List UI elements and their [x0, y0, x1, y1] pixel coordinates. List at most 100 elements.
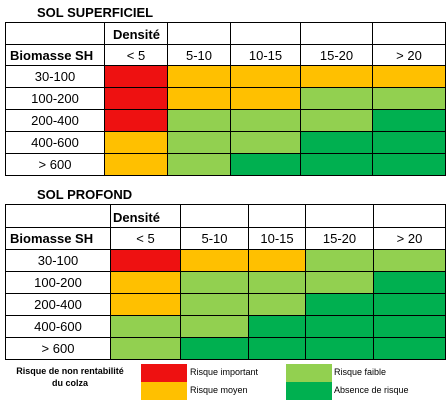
row-label: 30-100 [5, 65, 105, 88]
column-header: 15-20 [300, 44, 373, 66]
density-header-spacer [372, 22, 446, 45]
risk-cell-orange [104, 153, 168, 176]
row-label: 400-600 [5, 131, 105, 154]
density-header-spacer [230, 22, 301, 45]
row-label: 100-200 [5, 271, 111, 294]
table-row: 30-100 [5, 65, 446, 88]
risk-cell-darkgreen [300, 131, 373, 154]
legend-label: Risque important [190, 367, 259, 377]
risk-cell-red [110, 249, 181, 272]
column-header: 5-10 [180, 227, 249, 250]
risk-cell-orange [167, 65, 231, 88]
risk-cell-lightgreen [248, 271, 306, 294]
risk-cell-darkgreen [300, 153, 373, 176]
row-header-label: Biomasse SH [5, 227, 111, 250]
row-label: > 600 [5, 337, 111, 360]
density-header-spacer [300, 22, 373, 45]
risk-cell-lightgreen [167, 109, 231, 132]
risk-cell-orange [110, 293, 181, 316]
density-header-spacer [305, 204, 374, 228]
density-header-spacer [104, 22, 168, 45]
density-header-spacer [110, 204, 181, 228]
column-header: 15-20 [305, 227, 374, 250]
row-label: 400-600 [5, 315, 111, 338]
risk-cell-orange [110, 271, 181, 294]
legend-label: Risque moyen [190, 385, 248, 395]
legend-title-line2: du colza [51, 378, 88, 388]
column-header: > 20 [372, 44, 446, 66]
risk-cell-darkgreen [373, 293, 446, 316]
risk-cell-orange [230, 65, 301, 88]
table-row: 100-200 [5, 271, 446, 294]
column-header: < 5 [104, 44, 168, 66]
risk-cell-lightgreen [180, 271, 249, 294]
column-header: 5-10 [167, 44, 231, 66]
risk-cell-lightgreen [230, 131, 301, 154]
column-header: < 5 [110, 227, 181, 250]
column-header: > 20 [373, 227, 446, 250]
table-row: > 600 [5, 153, 446, 176]
risk-cell-darkgreen [230, 153, 301, 176]
risk-cell-darkgreen [248, 315, 306, 338]
risk-cell-lightgreen [305, 249, 374, 272]
density-header-spacer [167, 22, 231, 45]
risk-cell-darkgreen [305, 337, 374, 360]
legend-swatch-darkgreen [286, 382, 332, 400]
risk-cell-red [104, 87, 168, 110]
risk-cell-orange [248, 249, 306, 272]
risk-cell-darkgreen [372, 131, 446, 154]
risk-cell-lightgreen [180, 315, 249, 338]
table-row: > 600 [5, 337, 446, 360]
risk-cell-lightgreen [110, 337, 181, 360]
table-row: 200-400 [5, 293, 446, 316]
row-label: 30-100 [5, 249, 111, 272]
row-label: > 600 [5, 153, 105, 176]
row-label: 100-200 [5, 87, 105, 110]
risk-cell-lightgreen [248, 293, 306, 316]
table1-grid: Biomasse SH < 5 5-10 10-15 15-20 > 20 30-100 10… [5, 22, 446, 176]
table2-grid: Biomasse SH < 5 5-10 10-15 15-20 > 20 30-100 10… [5, 204, 446, 360]
row-header-label: Biomasse SH [5, 44, 105, 66]
risk-cell-orange [167, 87, 231, 110]
row-label: 200-400 [5, 109, 105, 132]
risk-cell-lightgreen [167, 153, 231, 176]
risk-cell-lightgreen [372, 87, 446, 110]
risk-cell-lightgreen [167, 131, 231, 154]
legend-title: Risque de non rentabilité du colza [8, 365, 132, 389]
risk-cell-lightgreen [230, 109, 301, 132]
risk-cell-lightgreen [300, 109, 373, 132]
risk-cell-lightgreen [373, 249, 446, 272]
risk-cell-darkgreen [373, 337, 446, 360]
risk-cell-darkgreen [305, 315, 374, 338]
corner-cell [5, 22, 105, 45]
column-header: 10-15 [248, 227, 306, 250]
table-row: 400-600 [5, 315, 446, 338]
table-row: 200-400 [5, 109, 446, 132]
risk-cell-darkgreen [305, 293, 374, 316]
risk-cell-lightgreen [300, 87, 373, 110]
risk-cell-lightgreen [305, 271, 374, 294]
risk-cell-darkgreen [373, 315, 446, 338]
risk-cell-darkgreen [248, 337, 306, 360]
density-header-spacer [248, 204, 306, 228]
density-header-spacer [373, 204, 446, 228]
risk-cell-orange [230, 87, 301, 110]
risk-cell-darkgreen [180, 337, 249, 360]
risk-cell-lightgreen [110, 315, 181, 338]
table-row: 100-200 [5, 87, 446, 110]
risk-cell-red [104, 109, 168, 132]
legend-swatch-orange [141, 382, 187, 400]
risk-cell-orange [104, 131, 168, 154]
risk-cell-darkgreen [372, 109, 446, 132]
table-row: 30-100 [5, 249, 446, 272]
table2-title: SOL PROFOND [37, 187, 133, 202]
legend-swatch-red [141, 364, 187, 382]
risk-cell-orange [300, 65, 373, 88]
legend-label: Absence de risque [334, 385, 409, 395]
legend-label: Risque faible [334, 367, 387, 377]
column-header: 10-15 [230, 44, 301, 66]
table1-title: SOL SUPERFICIEL [37, 5, 154, 20]
risk-cell-lightgreen [180, 293, 249, 316]
corner-cell [5, 204, 111, 228]
risk-cell-orange [372, 65, 446, 88]
